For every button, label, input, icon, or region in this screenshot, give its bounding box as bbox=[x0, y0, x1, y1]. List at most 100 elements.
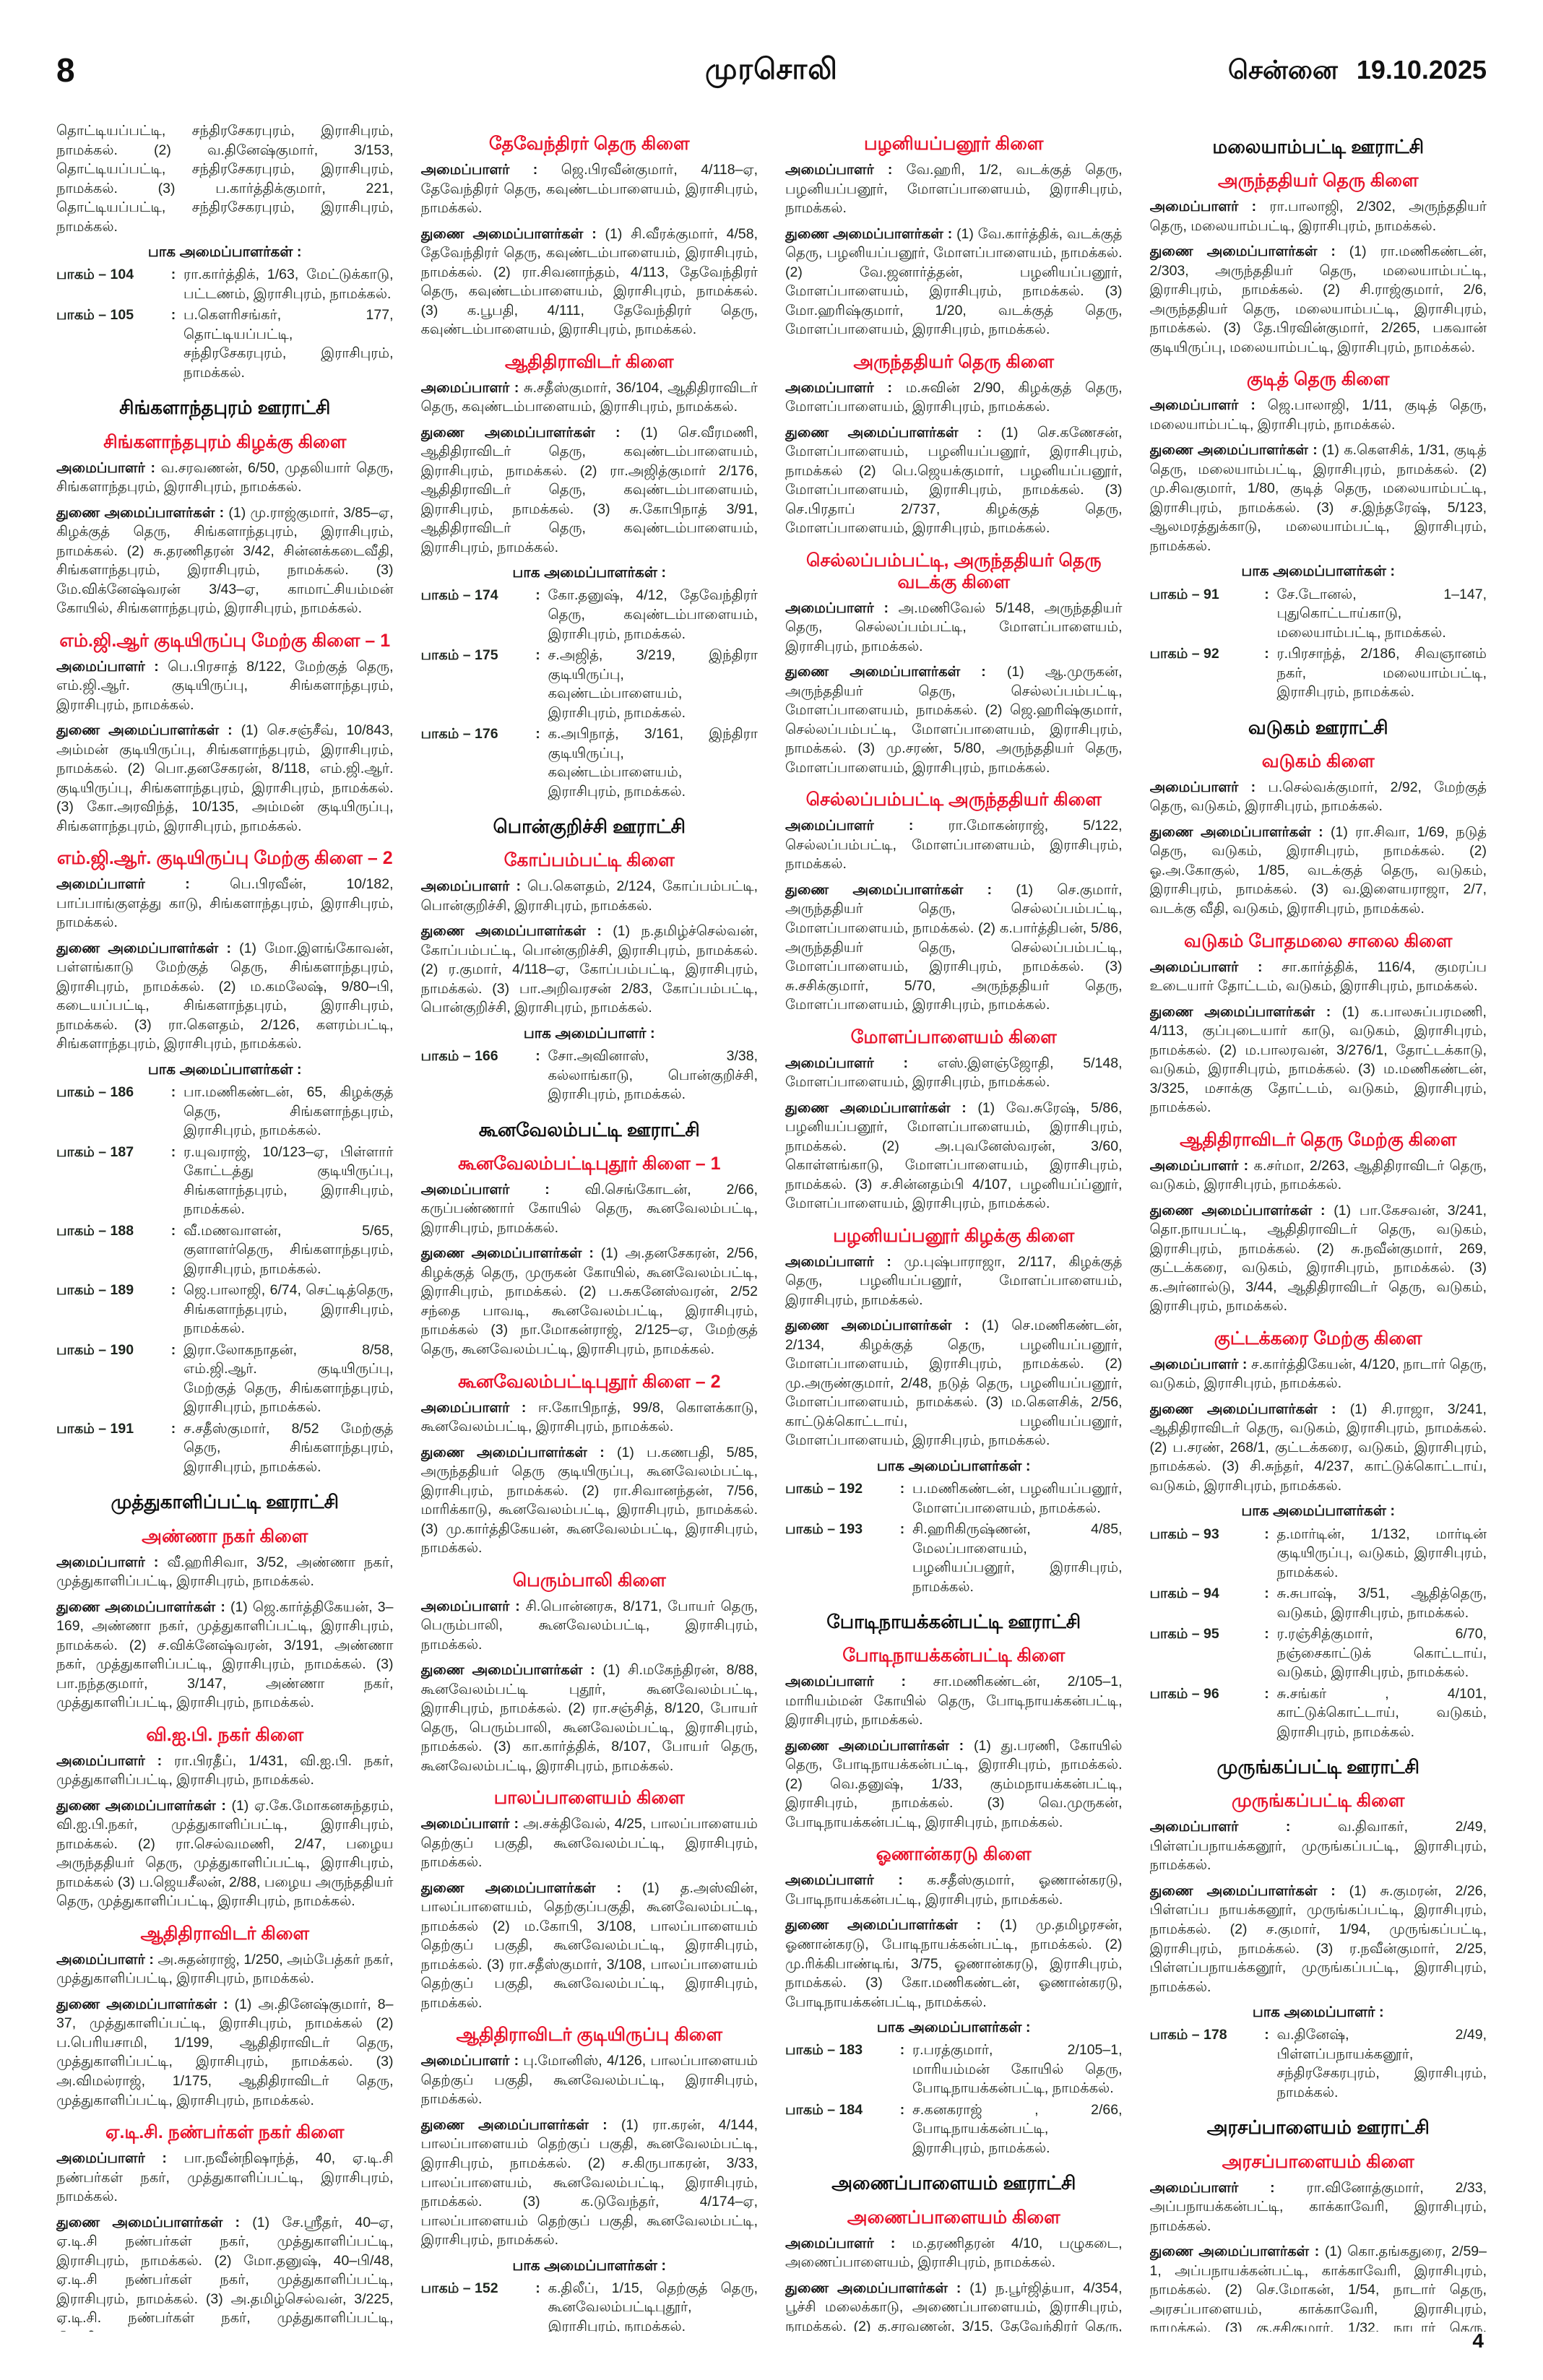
part-entry-colon: : bbox=[170, 267, 176, 283]
part-entry-colon: : bbox=[170, 1420, 176, 1437]
paragraph-lead: அமைப்பாளர் : bbox=[420, 1399, 538, 1416]
part-entry-text: பா.மணிகண்டன், 65, கிழக்குத் தெரு, சிங்கள… bbox=[183, 1084, 394, 1139]
part-entry-number: பாகம் – 176 bbox=[420, 726, 498, 743]
part-entry-text: ச.சதீஸ்குமார், 8/52 மேற்குத் தெரு, சிங்க… bbox=[183, 1420, 394, 1475]
part-entry-text: ர.யுவராஜ், 10/123–ஏ, பிள்ளார் கோட்டத்து … bbox=[183, 1143, 394, 1218]
paragraph-lead: துணை அமைப்பாளர்கள் : bbox=[420, 2116, 621, 2133]
part-entry: பாகம் – 193: சி.ஹரிகிருஷ்ணன், 4/85, மேலப்… bbox=[785, 1520, 1123, 1596]
organizer-paragraph: துணை அமைப்பாளர்கள் : (1) ரா.மணிகண்டன், 2… bbox=[1149, 243, 1487, 355]
paragraph-lead: துணை அமைப்பாளர்கள் : bbox=[1149, 442, 1323, 459]
organizer-paragraph: அமைப்பாளர் : சா.மணிகண்டன், 2/105–1, மாரி… bbox=[785, 1674, 1123, 1728]
part-entry-text: ர.ரஞ்சித்குமார், 6/70, நஞ்சைகாட்டுக் கொட… bbox=[1276, 1626, 1487, 1681]
part-organizers-label: பாக அமைப்பாளர்கள் : bbox=[512, 2257, 667, 2274]
part-entry-number: பாகம் – 192 bbox=[785, 1481, 863, 1497]
organizer-paragraph: அமைப்பாளர் : ஜெ.பிரவீன்குமார், 4/118–ஏ, … bbox=[420, 162, 758, 217]
part-entry-colon: : bbox=[899, 1521, 905, 1538]
paragraph-lead: துணை அமைப்பாளர்கள் : bbox=[1149, 1202, 1334, 1219]
paragraph-lead: துணை அமைப்பாளர்கள் : bbox=[785, 225, 957, 242]
organizer-paragraph: துணை அமைப்பாளர்கள் : (1) ரா.கரன், 4/144,… bbox=[420, 2116, 758, 2249]
paragraph-lead: துணை அமைப்பாளர்கள் : bbox=[1149, 243, 1349, 260]
paragraph-lead: அமைப்பாளர் : bbox=[56, 876, 230, 893]
branch-heading: கூனவேலம்பட்டிபுதூர் கிளை – 1 bbox=[457, 1153, 721, 1174]
part-entry-colon: : bbox=[1264, 646, 1269, 662]
organizer-paragraph: அமைப்பாளர் : பா.நவீன்நிஷாந்த், 40, ஏ.டி.… bbox=[56, 2150, 394, 2205]
panchayat-heading: சிங்களாந்தபுரம் ஊராட்சி bbox=[119, 397, 331, 419]
part-entry-text: வ.தினேஷ், 2/49, பிள்ளப்பநாயக்கனூர், சந்த… bbox=[1276, 2027, 1487, 2100]
part-entry-colon: : bbox=[1264, 1626, 1269, 1643]
part-entry-colon: : bbox=[899, 2101, 905, 2118]
organizer-paragraph: அமைப்பாளர் : சா.கார்த்திக், 116/4, குமரப… bbox=[1149, 959, 1487, 995]
part-entry: பாகம் – 178: வ.தினேஷ், 2/49, பிள்ளப்பநாயக… bbox=[1150, 2025, 1487, 2102]
part-entry-number: பாகம் – 178 bbox=[1149, 2027, 1227, 2043]
branch-heading: அரசப்பாளையம் கிளை bbox=[1222, 2151, 1414, 2172]
panchayat-heading: மலையாம்பட்டி ஊராட்சி bbox=[1212, 136, 1425, 157]
branch-heading: ஆதிதிராவிடர் குடியிருப்பு கிளை bbox=[456, 2025, 723, 2046]
part-organizers-label: பாக அமைப்பாளர்கள் : bbox=[1241, 1503, 1396, 1520]
part-entry: பாகம் – 96: சு.சங்கர் , 4/101, காட்டுக்கொ… bbox=[1150, 1684, 1487, 1742]
part-entry-number: பாகம் – 193 bbox=[785, 1521, 863, 1538]
organizer-paragraph: துணை அமைப்பாளர்கள் : (1) பா.கேசவன், 3/24… bbox=[1149, 1202, 1487, 1315]
paragraph-lead: துணை அமைப்பாளர்கள் : bbox=[785, 1737, 974, 1754]
paragraph-lead: துணை அமைப்பாளர்கள் : bbox=[56, 504, 229, 521]
organizer-paragraph: அமைப்பாளர் : வி.செங்கோடன், 2/66, கருப்பண… bbox=[420, 1181, 758, 1236]
branch-heading: பெரும்பாலி கிளை bbox=[512, 1570, 666, 1591]
part-entry-text: ப.மணிகண்டன், பழனியப்பனூர், மோளப்பாளையம்,… bbox=[912, 1481, 1123, 1516]
organizer-paragraph: துணை அமைப்பாளர்கள் : (1) ஏ.கே.மோகனசுந்தர… bbox=[56, 1797, 394, 1910]
part-entry-number: பாகம் – 96 bbox=[1149, 1685, 1219, 1702]
organizer-paragraph: அமைப்பாளர் : ம.தரணிதரன் 4/10, பழுகடை, அண… bbox=[785, 2235, 1123, 2271]
part-organizers-label: பாக அமைப்பாளர் : bbox=[523, 1025, 655, 1042]
part-entry-text: க.அபிநாத், 3/161, இந்திரா குடியிருப்பு, … bbox=[548, 726, 758, 800]
organizer-paragraph: அமைப்பாளர் : அ.மணிவேல் 5/148, அருந்ததியர… bbox=[785, 600, 1123, 654]
organizer-paragraph: துணை அமைப்பாளர்கள் : (1) ஆ.முருகன், அருந… bbox=[785, 664, 1123, 776]
paragraph-lead: துணை அமைப்பாளர்கள் : bbox=[420, 1879, 642, 1896]
organizer-paragraph: துணை அமைப்பாளர்கள் : (1) து.பரணி, கோயில்… bbox=[785, 1737, 1123, 1830]
part-entry-colon: : bbox=[1264, 1585, 1269, 1602]
organizer-paragraph: அமைப்பாளர் : பு.மோனிஸ், 4/126, பாலப்பாளை… bbox=[420, 2053, 758, 2108]
part-entry-text: சோ.அவினாஸ், 3/38, கல்லாங்காடு, பொன்குறிச… bbox=[548, 1048, 758, 1103]
part-entry-text: கோ.தனுஷ், 4/12, தேவேந்திரர் தெரு, கவுண்ட… bbox=[548, 587, 758, 642]
organizer-paragraph: அமைப்பாளர் : ஈ.கோபிநாத், 99/8, கொளக்காடு… bbox=[420, 1399, 758, 1435]
part-entry-text: வீ.மணவாளன், 5/65, குளாளர்தெரு, சிங்களாந்… bbox=[183, 1222, 394, 1277]
organizer-paragraph: துணை அமைப்பாளர்கள் : (1) செ.சஞ்சீவ், 10/… bbox=[56, 722, 394, 834]
paragraph-lead: துணை அமைப்பாளர்கள் : bbox=[420, 1444, 618, 1461]
organizer-paragraph: அமைப்பாளர் : வ.சரவணன், 6/50, முதலியார் த… bbox=[56, 459, 394, 496]
paragraph-lead: அமைப்பாளர் : bbox=[420, 1181, 585, 1198]
part-entry-colon: : bbox=[1264, 586, 1269, 602]
organizer-paragraph: துணை அமைப்பாளர்கள் : (1) கொ.தங்கதுரை, 2/… bbox=[1149, 2243, 1487, 2332]
paragraph-lead: அமைப்பாளர் : bbox=[1149, 1819, 1339, 1835]
paragraph-lead: அமைப்பாளர் : bbox=[785, 818, 948, 834]
paragraph-lead: அமைப்பாளர் : bbox=[1149, 779, 1268, 795]
part-entry-number: பாகம் – 174 bbox=[420, 587, 498, 604]
organizer-paragraph: துணை அமைப்பாளர்கள் : (1) சி.வீரக்குமார்,… bbox=[420, 225, 758, 338]
organizer-paragraph: அமைப்பாளர் : ப.செல்வக்குமார், 2/92, மேற்… bbox=[1149, 779, 1487, 815]
branch-heading: எம்.ஜி.ஆர். குடியிருப்பு மேற்கு கிளை – 2 bbox=[56, 848, 393, 869]
paragraph-lead: அமைப்பாளர் : bbox=[420, 1816, 524, 1832]
organizer-paragraph: அமைப்பாளர் : ஜெ.பாலாஜி, 1/11, குடித் தெர… bbox=[1149, 397, 1487, 433]
organizer-paragraph: அமைப்பாளர் : வ.திவாகர், 2/49, பிள்ளப்பநா… bbox=[1149, 1819, 1487, 1874]
paragraph-lead: துணை அமைப்பாளர்கள் : bbox=[785, 1317, 982, 1334]
paragraph-lead: அமைப்பாளர் : bbox=[56, 459, 161, 476]
part-entry: பாகம் – 183: ர.பரத்குமார், 2/105–1, மாரிய… bbox=[785, 2041, 1123, 2098]
paragraph-lead: துணை அமைப்பாளர்கள் : bbox=[785, 664, 1007, 680]
panchayat-heading: போடிநாயக்கன்பட்டி ஊராட்சி bbox=[826, 1611, 1081, 1633]
part-organizers-label: பாக அமைப்பாளர்கள் : bbox=[876, 1458, 1031, 1474]
paragraph-lead: அமைப்பாளர் : bbox=[1149, 1157, 1254, 1174]
part-entry: பாகம் – 192: ப.மணிகண்டன், பழனியப்பனூர், ம… bbox=[785, 1479, 1123, 1518]
paragraph-lead: அமைப்பாளர் : bbox=[785, 1674, 933, 1690]
paragraph-lead: துணை அமைப்பாளர்கள் : bbox=[56, 1996, 235, 2012]
organizer-paragraph: துணை அமைப்பாளர்கள் : (1) செ.கணேசன், மோளப… bbox=[785, 424, 1123, 537]
part-entry: பாகம் – 105: ப.கௌரிசங்கர், 177, தொட்டியப்… bbox=[56, 306, 394, 382]
paragraph-lead: துணை அமைப்பாளர்கள் : bbox=[420, 923, 613, 940]
column-4: மலையாம்பட்டி ஊராட்சி அருந்ததியர் தெரு கிள… bbox=[1150, 121, 1487, 2332]
branch-heading: முருங்கப்பட்டி கிளை bbox=[1232, 1791, 1405, 1812]
part-entry-text: இரா.லோகநாதன், 8/58, எம்.ஜி.ஆர். குடியிரு… bbox=[183, 1341, 394, 1416]
part-entry-number: பாகம் – 104 bbox=[56, 267, 134, 283]
paragraph-lead: துணை அமைப்பாளர்கள் : bbox=[420, 424, 641, 441]
organizer-paragraph: துணை அமைப்பாளர்கள் : (1) ப.கணபதி, 5/85, … bbox=[420, 1444, 758, 1557]
panchayat-heading: பொன்குறிச்சி ஊராட்சி bbox=[493, 815, 686, 838]
paragraph-lead: துணை அமைப்பாளர்கள் : bbox=[56, 722, 241, 739]
branch-heading: ஆதிதிராவிடர் தெரு மேற்கு கிளை bbox=[1180, 1129, 1457, 1150]
part-entry: பாகம் – 176: க.அபிநாத், 3/161, இந்திரா கு… bbox=[421, 724, 758, 801]
part-entry: பாகம் – 93: த.மார்டின், 1/132, மார்டின் க… bbox=[1150, 1525, 1487, 1583]
paragraph-lead: அமைப்பாளர் : bbox=[785, 379, 906, 396]
